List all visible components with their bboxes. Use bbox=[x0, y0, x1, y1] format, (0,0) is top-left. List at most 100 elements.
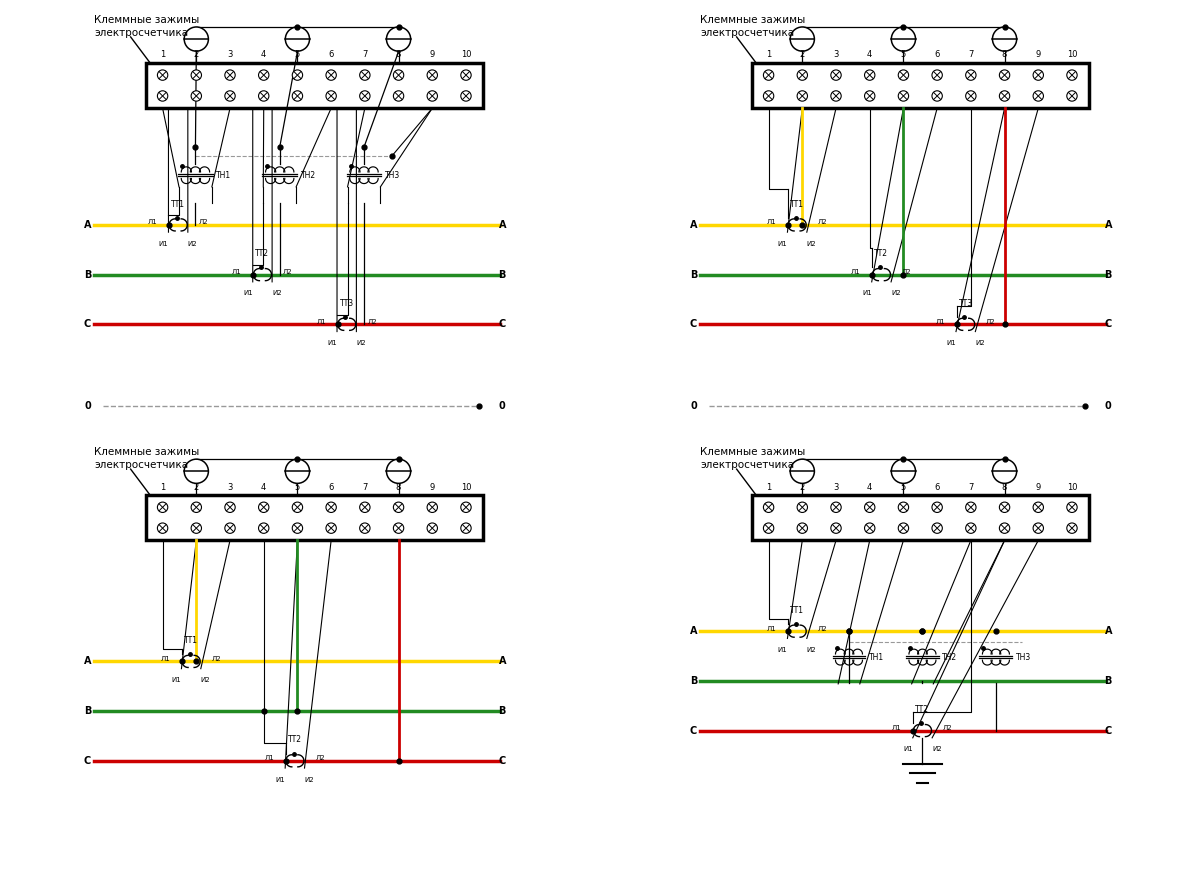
Circle shape bbox=[830, 523, 841, 534]
Text: A: A bbox=[690, 626, 697, 636]
Circle shape bbox=[461, 70, 472, 80]
Circle shape bbox=[966, 91, 976, 101]
Text: C: C bbox=[1105, 726, 1112, 736]
Circle shape bbox=[157, 523, 168, 534]
Circle shape bbox=[791, 27, 815, 51]
Circle shape bbox=[185, 460, 209, 483]
Text: И1: И1 bbox=[778, 241, 787, 247]
Circle shape bbox=[830, 70, 841, 80]
Text: И1: И1 bbox=[172, 677, 181, 684]
Text: Л1: Л1 bbox=[232, 269, 242, 275]
Text: 9: 9 bbox=[430, 482, 434, 491]
Text: C: C bbox=[690, 726, 697, 736]
Text: Л2: Л2 bbox=[316, 755, 325, 761]
Text: 4: 4 bbox=[868, 482, 872, 491]
Text: 3: 3 bbox=[833, 50, 839, 59]
Circle shape bbox=[797, 70, 808, 80]
Text: 2: 2 bbox=[799, 482, 805, 491]
Text: 8: 8 bbox=[396, 482, 401, 491]
Circle shape bbox=[763, 70, 774, 80]
Text: И2: И2 bbox=[272, 290, 282, 296]
Circle shape bbox=[293, 70, 302, 80]
Text: ТН2: ТН2 bbox=[300, 171, 316, 180]
Circle shape bbox=[1000, 91, 1009, 101]
Text: Клеммные зажимы
электросчетчика: Клеммные зажимы электросчетчика bbox=[700, 15, 805, 38]
Text: 10: 10 bbox=[1067, 50, 1078, 59]
Text: ТТ1: ТТ1 bbox=[790, 606, 804, 615]
Circle shape bbox=[461, 523, 472, 534]
Circle shape bbox=[892, 460, 916, 483]
Text: Л2: Л2 bbox=[367, 319, 377, 325]
Circle shape bbox=[830, 91, 841, 101]
Text: 10: 10 bbox=[461, 50, 472, 59]
Text: B: B bbox=[690, 676, 697, 686]
Text: C: C bbox=[499, 756, 506, 766]
Text: И2: И2 bbox=[806, 647, 816, 653]
Text: 1: 1 bbox=[160, 50, 166, 59]
Circle shape bbox=[258, 502, 269, 512]
Circle shape bbox=[461, 502, 472, 512]
Circle shape bbox=[1067, 70, 1078, 80]
Circle shape bbox=[191, 91, 202, 101]
Bar bbox=[751, 495, 1088, 541]
Circle shape bbox=[286, 460, 310, 483]
Circle shape bbox=[797, 91, 808, 101]
Text: И1: И1 bbox=[158, 241, 168, 247]
Text: Л2: Л2 bbox=[943, 725, 953, 731]
Bar bbox=[751, 63, 1088, 108]
Text: 7: 7 bbox=[362, 482, 367, 491]
Text: Л1: Л1 bbox=[935, 319, 946, 325]
Circle shape bbox=[157, 502, 168, 512]
Bar bbox=[145, 63, 482, 108]
Text: ТТ1: ТТ1 bbox=[184, 636, 198, 645]
Text: Л2: Л2 bbox=[199, 220, 209, 226]
Text: 6: 6 bbox=[935, 50, 940, 59]
Text: 4: 4 bbox=[262, 50, 266, 59]
Circle shape bbox=[360, 91, 370, 101]
Circle shape bbox=[293, 91, 302, 101]
Text: ТН2: ТН2 bbox=[942, 653, 958, 662]
Text: И1: И1 bbox=[862, 290, 871, 296]
Circle shape bbox=[326, 523, 336, 534]
Circle shape bbox=[797, 523, 808, 534]
Text: 1: 1 bbox=[766, 482, 772, 491]
Circle shape bbox=[899, 70, 908, 80]
Text: 8: 8 bbox=[396, 50, 401, 59]
Circle shape bbox=[864, 70, 875, 80]
Text: ТТ2: ТТ2 bbox=[916, 706, 930, 714]
Text: И1: И1 bbox=[947, 340, 956, 346]
Text: ТТ2: ТТ2 bbox=[288, 736, 302, 744]
Text: Л1: Л1 bbox=[148, 220, 157, 226]
Circle shape bbox=[157, 91, 168, 101]
Circle shape bbox=[427, 91, 438, 101]
Text: 3: 3 bbox=[227, 50, 233, 59]
Text: 4: 4 bbox=[868, 50, 872, 59]
Text: 2: 2 bbox=[193, 50, 199, 59]
Text: И1: И1 bbox=[276, 776, 286, 782]
Circle shape bbox=[258, 91, 269, 101]
Text: 2: 2 bbox=[799, 50, 805, 59]
Text: Л1: Л1 bbox=[161, 656, 170, 662]
Circle shape bbox=[394, 523, 403, 534]
Text: B: B bbox=[84, 270, 91, 280]
Circle shape bbox=[293, 523, 302, 534]
Text: Л2: Л2 bbox=[817, 625, 827, 632]
Circle shape bbox=[1000, 502, 1009, 512]
Circle shape bbox=[293, 502, 302, 512]
Circle shape bbox=[797, 502, 808, 512]
Circle shape bbox=[224, 523, 235, 534]
Circle shape bbox=[932, 91, 942, 101]
Text: A: A bbox=[84, 220, 91, 230]
Circle shape bbox=[899, 523, 908, 534]
Bar bbox=[145, 495, 482, 541]
Circle shape bbox=[992, 460, 1016, 483]
Circle shape bbox=[427, 502, 438, 512]
Circle shape bbox=[899, 91, 908, 101]
Circle shape bbox=[966, 523, 976, 534]
Circle shape bbox=[191, 70, 202, 80]
Text: 5: 5 bbox=[901, 50, 906, 59]
Circle shape bbox=[191, 523, 202, 534]
Circle shape bbox=[763, 523, 774, 534]
Circle shape bbox=[224, 502, 235, 512]
Circle shape bbox=[1033, 70, 1044, 80]
